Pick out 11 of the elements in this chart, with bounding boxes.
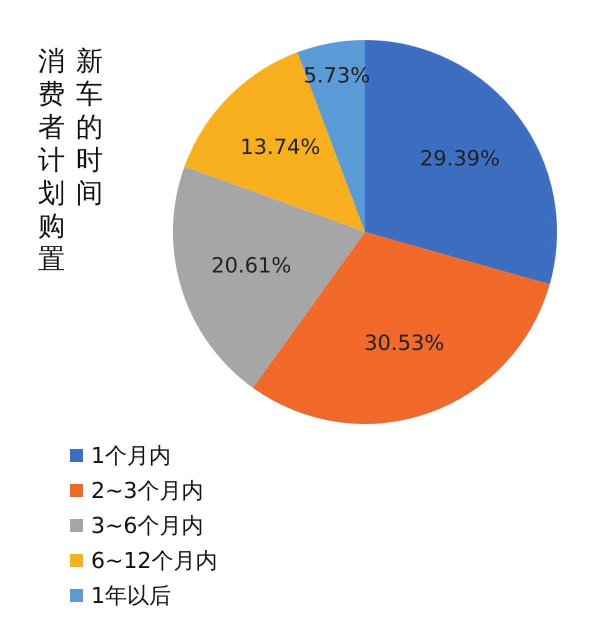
data-label: 29.39%: [420, 146, 500, 171]
legend-label: 3~6个月内: [91, 512, 204, 540]
legend-label: 1个月内: [91, 442, 171, 470]
data-label: 20.61%: [211, 254, 292, 278]
data-label: 13.74%: [240, 134, 320, 159]
data-label: 5.73%: [303, 64, 370, 88]
chart-title: 消费者计划购置新车的时间: [38, 46, 103, 275]
legend-label: 1年以后: [91, 582, 171, 610]
legend-label: 2~3个月内: [91, 478, 204, 506]
legend-label: 6~12个月内: [91, 548, 218, 576]
data-label: 30.53%: [364, 330, 444, 355]
